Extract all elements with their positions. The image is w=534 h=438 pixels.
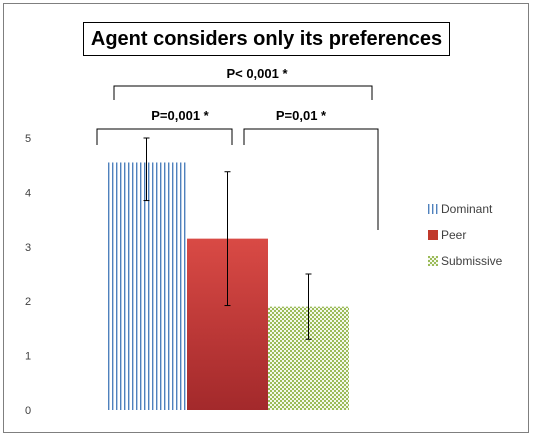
significance-bracket bbox=[113, 85, 373, 100]
legend-swatch-submissive bbox=[428, 256, 438, 266]
bar-dominant bbox=[106, 162, 187, 410]
legend: Dominant Peer Submissive bbox=[428, 202, 503, 268]
significance-label: P=0,01 * bbox=[276, 108, 327, 123]
chart-title-box: Agent considers only its preferences bbox=[83, 22, 450, 56]
significance-label: P=0,001 * bbox=[151, 108, 209, 123]
legend-label-peer: Peer bbox=[441, 228, 466, 242]
y-tick-label: 0 bbox=[25, 405, 31, 417]
legend-label-submissive: Submissive bbox=[441, 254, 503, 268]
significance-bracket bbox=[243, 128, 379, 230]
y-tick-label: 5 bbox=[25, 133, 31, 145]
y-tick-label: 3 bbox=[25, 242, 31, 254]
significance-brackets: P< 0,001 * P=0,001 * P=0,01 * bbox=[96, 66, 379, 230]
significance-bracket bbox=[96, 128, 233, 145]
y-tick-label: 2 bbox=[25, 296, 31, 308]
chart-title: Agent considers only its preferences bbox=[90, 27, 443, 50]
significance-label: P< 0,001 * bbox=[226, 66, 288, 81]
y-tick-label: 4 bbox=[25, 187, 31, 199]
y-tick-label: 1 bbox=[25, 351, 31, 363]
bars bbox=[106, 162, 349, 410]
legend-swatch-peer bbox=[428, 230, 438, 240]
legend-label-dominant: Dominant bbox=[441, 202, 493, 216]
legend-swatch-dominant bbox=[428, 204, 438, 214]
y-axis-ticks: 0 1 2 3 4 5 bbox=[25, 133, 31, 417]
error-bars bbox=[143, 137, 312, 340]
